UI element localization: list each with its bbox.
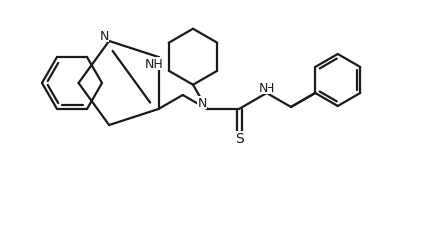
Text: N: N xyxy=(259,82,269,95)
Text: N: N xyxy=(99,30,109,43)
Text: NH: NH xyxy=(145,57,164,70)
Text: H: H xyxy=(265,82,274,95)
Text: S: S xyxy=(234,131,243,145)
Text: N: N xyxy=(197,97,207,110)
